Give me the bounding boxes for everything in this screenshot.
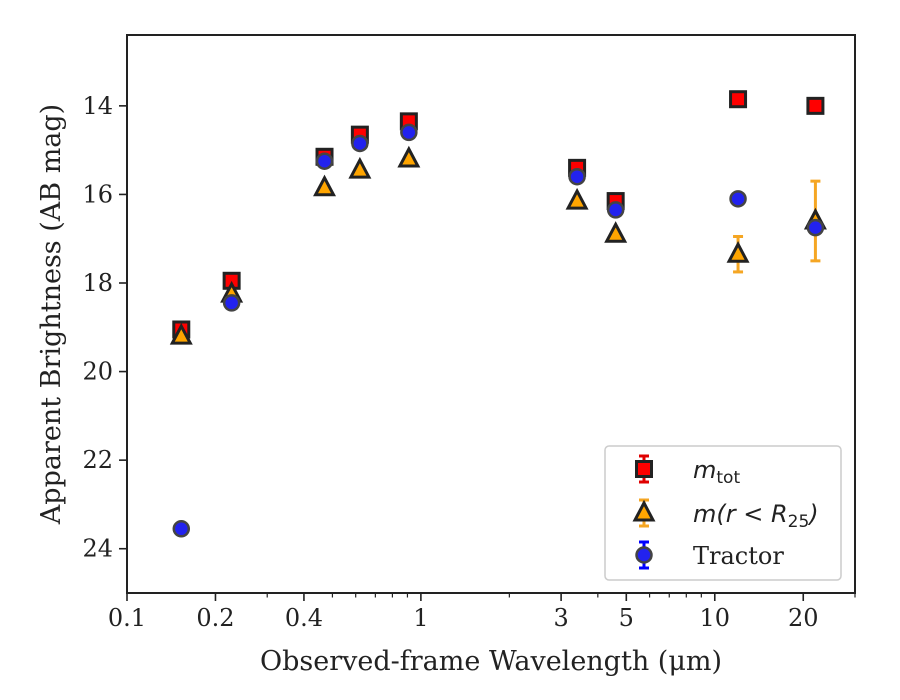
x-tick-label: 1 (413, 604, 428, 632)
data-point (169, 322, 193, 345)
legend: mtot m(r < R25) Tractor (604, 445, 842, 581)
data-point (606, 201, 625, 219)
y-tick-label: 16 (82, 180, 113, 208)
x-tick-label: 3 (553, 604, 568, 632)
x-tick-label: 0.4 (285, 604, 323, 632)
data-point (400, 123, 418, 142)
legend-label: Tractor (693, 542, 784, 570)
data-point (729, 90, 748, 109)
y-axis-ticks: 14 16 18 20 22 24 (82, 92, 127, 563)
y-tick-label: 20 (82, 358, 113, 386)
data-point (222, 294, 241, 312)
data-point (315, 152, 334, 170)
data-point (397, 145, 421, 168)
legend-marker (635, 460, 653, 478)
data-point (806, 218, 825, 237)
data-point (604, 221, 628, 243)
y-tick-label: 24 (82, 535, 113, 563)
data-marks (169, 90, 827, 538)
x-tick-label: 20 (788, 604, 819, 632)
data-point (351, 134, 369, 153)
y-axis-label: Apparent Brightness (AB mag) (36, 104, 67, 525)
data-point (348, 156, 372, 179)
data-point (313, 174, 337, 197)
data-point (172, 520, 191, 538)
series-circle (172, 123, 825, 538)
y-tick-label: 22 (82, 446, 113, 474)
x-tick-label: 0.2 (196, 604, 234, 632)
x-tick-label: 5 (619, 604, 634, 632)
y-tick-label: 14 (82, 92, 113, 120)
data-point (726, 241, 750, 263)
legend-label: mtot (693, 456, 740, 488)
x-tick-label: 0.1 (108, 604, 146, 632)
legend-box (604, 445, 842, 581)
data-point (729, 190, 747, 208)
data-point (565, 187, 589, 210)
data-point (806, 96, 825, 115)
data-point (568, 167, 586, 186)
y-tick-label: 18 (82, 269, 113, 297)
legend-marker (635, 546, 653, 564)
x-axis-label: Observed-frame Wavelength (μm) (260, 646, 722, 677)
plot-frame (126, 34, 856, 594)
x-tick-label: 10 (700, 604, 731, 632)
x-axis-ticks: 0.1 0.2 0.4 1 3 5 10 20 (108, 593, 856, 632)
legend-marker (632, 499, 656, 522)
legend-label: m(r < R25) (693, 500, 819, 532)
